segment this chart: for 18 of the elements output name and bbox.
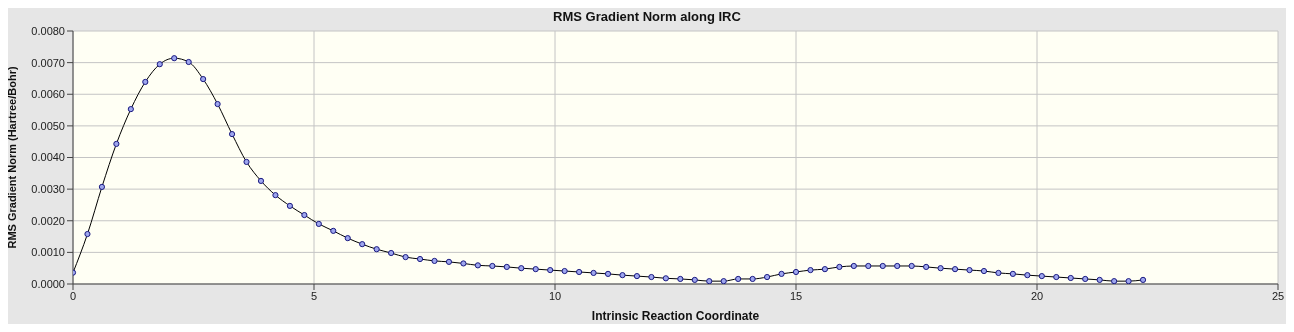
y-tick-label: 0.0040 (31, 151, 65, 164)
x-tick-label: 20 (1030, 289, 1044, 302)
x-tick-label: 15 (789, 289, 803, 302)
x-axis-title: Intrinsic Reaction Coordinate (591, 309, 760, 323)
y-axis-title: RMS Gradient Norm (Hartree/Bohr) (5, 66, 18, 249)
y-tick-label: 0.0030 (31, 183, 65, 196)
y-tick-label: 0.0060 (31, 88, 65, 101)
x-tick-label: 25 (1271, 289, 1285, 302)
chart-title: RMS Gradient Norm along IRC (552, 8, 742, 25)
y-tick-label: 0.0050 (31, 119, 65, 132)
y-tick-label: 0.0020 (31, 214, 65, 227)
y-tick-label: 0.0000 (31, 277, 65, 290)
x-tick-label: 5 (310, 289, 318, 302)
x-tick-label: 10 (548, 289, 562, 302)
y-tick-label: 0.0010 (31, 246, 65, 259)
y-tick-label: 0.0080 (31, 24, 65, 37)
y-tick-label: 0.0070 (31, 56, 65, 69)
x-tick-label: 0 (69, 289, 77, 302)
